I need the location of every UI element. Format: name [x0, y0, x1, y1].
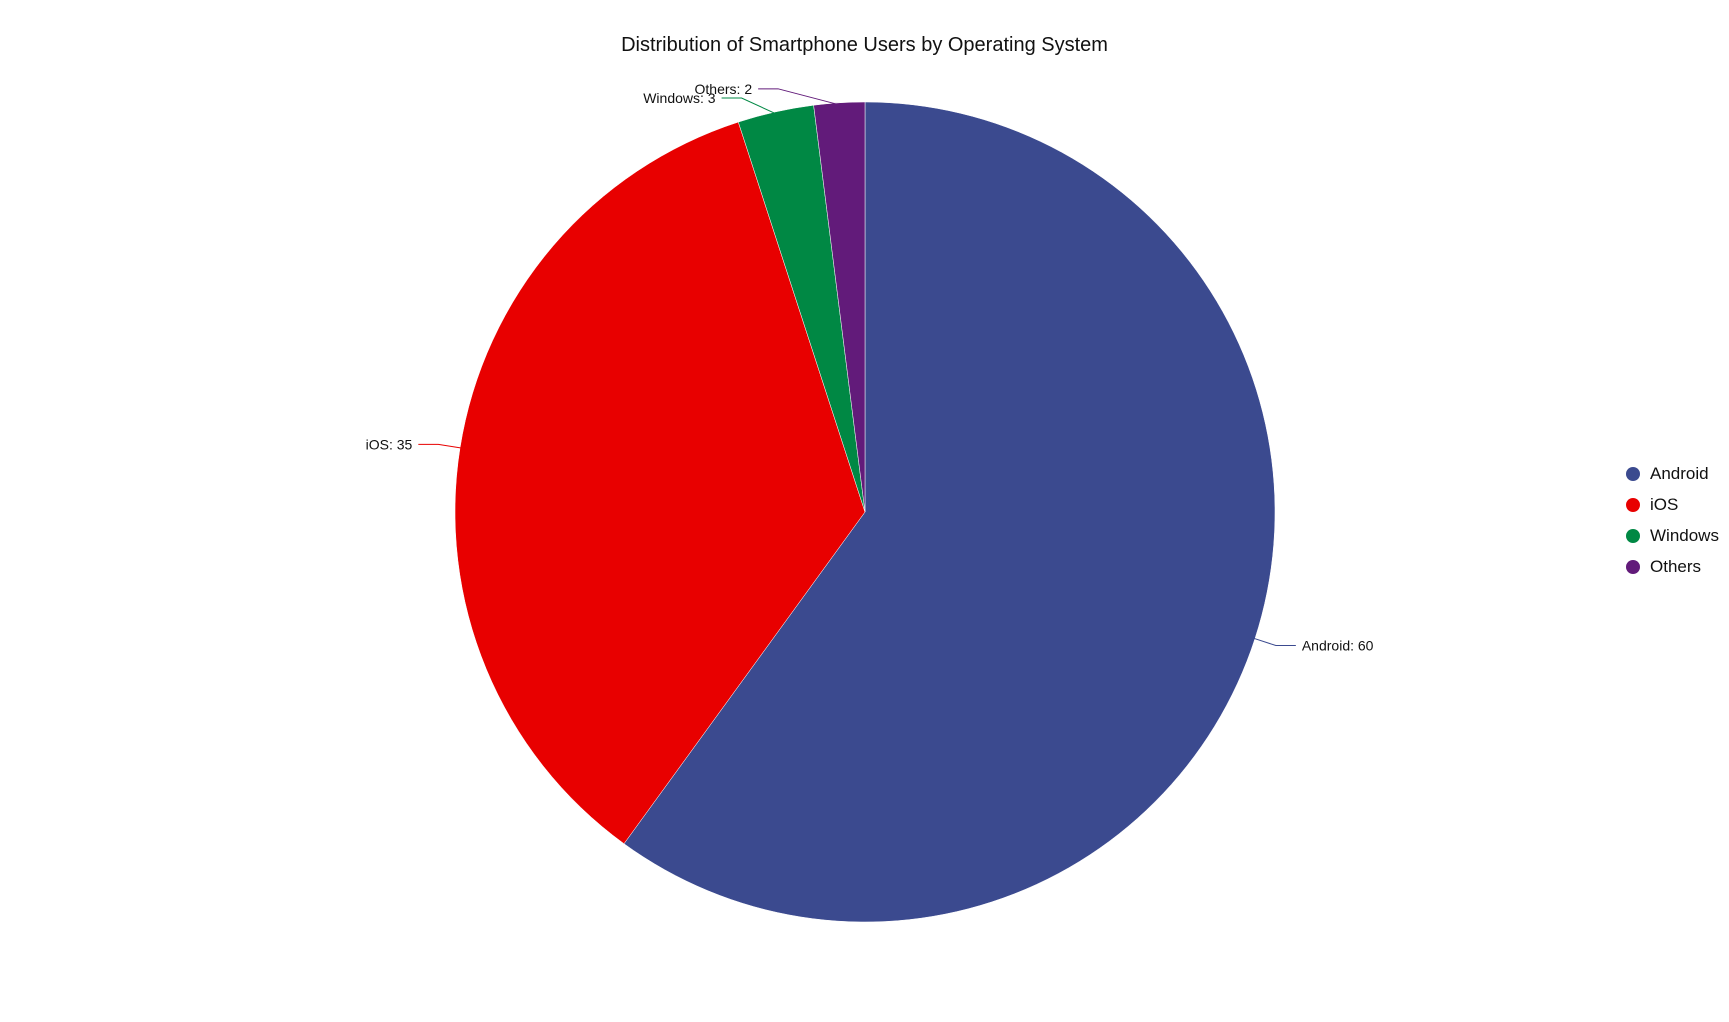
data-label-others: Others: 2	[695, 81, 753, 97]
legend-item-windows[interactable]: Windows	[1626, 520, 1719, 551]
leader-line-windows	[721, 97, 777, 115]
legend-label-windows: Windows	[1650, 525, 1719, 545]
legend-swatch-others	[1626, 559, 1640, 574]
chart-title: Distribution of Smartphone Users by Oper…	[621, 34, 1108, 56]
data-label-android: Android: 60	[1302, 637, 1374, 653]
legend-label-ios: iOS	[1650, 494, 1679, 514]
data-label-ios: iOS: 35	[366, 436, 413, 452]
leader-line-ios	[418, 443, 463, 449]
legend-label-android: Android	[1650, 463, 1709, 483]
legend-swatch-android	[1626, 466, 1640, 481]
legend-swatch-windows	[1626, 528, 1640, 543]
legend-item-ios[interactable]: iOS	[1626, 489, 1719, 520]
legend-swatch-ios	[1626, 497, 1640, 512]
leader-line-others	[758, 88, 840, 106]
pie-slice-others[interactable]	[813, 101, 866, 513]
leader-line-android	[1252, 637, 1296, 646]
legend-item-android[interactable]: Android	[1626, 458, 1719, 489]
legend: Android iOS Windows Others	[1626, 458, 1719, 582]
data-label-windows: Windows: 3	[643, 90, 716, 106]
legend-label-others: Others	[1650, 556, 1702, 576]
legend-item-others[interactable]: Others	[1626, 551, 1719, 582]
